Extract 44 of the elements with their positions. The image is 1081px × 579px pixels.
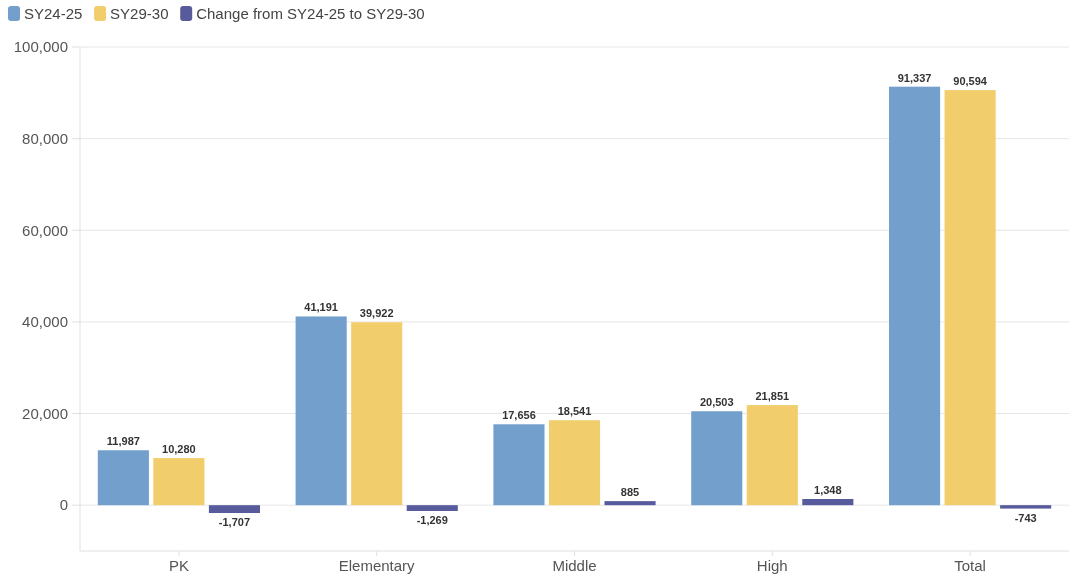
data-label: 90,594 bbox=[953, 75, 988, 88]
data-label: 1,348 bbox=[814, 484, 842, 497]
y-tick-label: 80,000 bbox=[22, 129, 68, 147]
data-label: 20,503 bbox=[699, 396, 734, 409]
bar bbox=[295, 316, 347, 506]
bar bbox=[746, 405, 798, 506]
data-label: 10,280 bbox=[162, 443, 196, 456]
data-label: -743 bbox=[1014, 511, 1037, 524]
x-tick-label: Middle bbox=[552, 557, 597, 574]
bar bbox=[406, 505, 458, 511]
bar bbox=[802, 499, 854, 506]
x-tick-label: High bbox=[756, 557, 788, 574]
data-label: 18,541 bbox=[557, 405, 592, 418]
x-tick-label: Elementary bbox=[338, 557, 416, 574]
bar bbox=[493, 424, 545, 506]
legend-label: SY24-25 bbox=[24, 5, 83, 23]
data-label: 21,851 bbox=[755, 390, 790, 403]
bar bbox=[889, 86, 941, 506]
data-label: 885 bbox=[620, 486, 640, 499]
data-label: -1,269 bbox=[416, 514, 448, 526]
y-tick-label: 60,000 bbox=[22, 221, 68, 239]
y-tick-label: 100,000 bbox=[13, 38, 68, 56]
y-tick-label: 20,000 bbox=[22, 404, 68, 422]
y-tick-label: 0 bbox=[59, 496, 68, 514]
legend-label: Change from SY24-25 to SY29-30 bbox=[196, 5, 425, 23]
x-tick-label: PK bbox=[168, 557, 189, 574]
data-label: 39,922 bbox=[359, 307, 394, 320]
bar bbox=[691, 411, 743, 506]
bar bbox=[208, 505, 260, 513]
bar bbox=[97, 450, 149, 506]
x-tick-label: Total bbox=[954, 557, 986, 574]
bar bbox=[351, 322, 403, 506]
data-label: 17,656 bbox=[502, 409, 536, 422]
bar bbox=[604, 501, 656, 506]
y-tick-label: 40,000 bbox=[22, 313, 68, 331]
bar bbox=[153, 458, 205, 506]
legend-label: SY29-30 bbox=[110, 5, 169, 23]
bar bbox=[944, 90, 996, 506]
bar bbox=[1000, 505, 1052, 509]
data-label: -1,707 bbox=[218, 516, 251, 528]
data-label: 91,337 bbox=[897, 71, 932, 84]
data-label: 41,191 bbox=[304, 301, 338, 314]
bar bbox=[548, 420, 601, 506]
data-label: 11,987 bbox=[106, 435, 140, 448]
